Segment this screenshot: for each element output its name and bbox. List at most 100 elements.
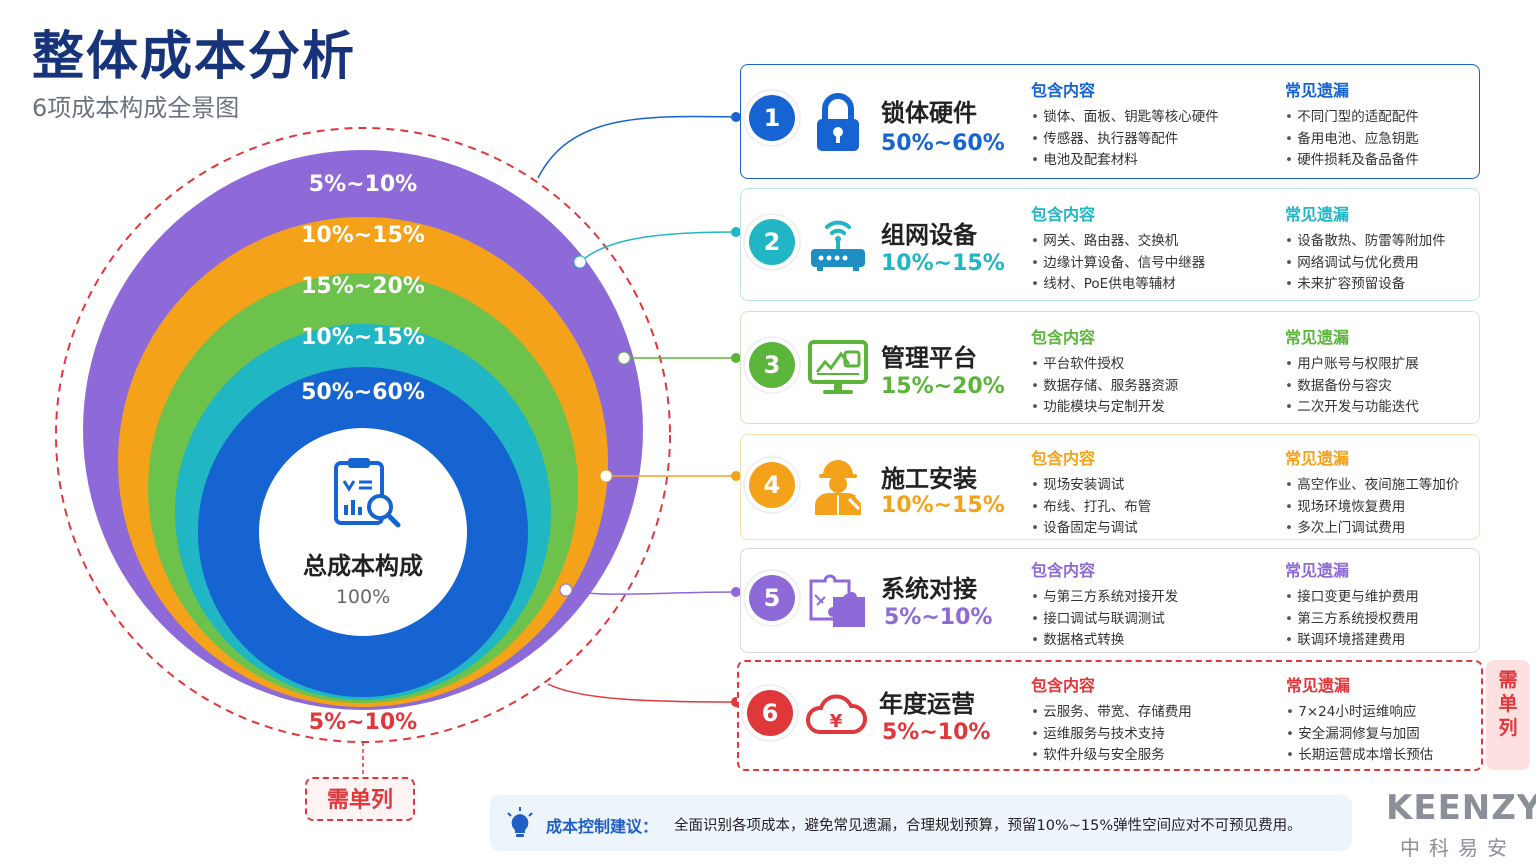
cost-card-1: 1 锁体硬件 50%~60% 包含内容 锁体、面板、钥匙等核心硬件 传感器、执行… [740,64,1480,179]
missed-title: 常见遗漏 [1286,676,1351,695]
missed-item: 二次开发与功能迭代 [1285,397,1419,419]
connector-dot-4 [731,471,741,481]
card-name: 管理平台 [881,344,977,372]
include-item: 线材、PoE供电等辅材 [1031,274,1205,296]
missed-title: 常见遗漏 [1285,205,1350,224]
cost-card-3: 3 管理平台 15%~20% 包含内容 平台软件授权 数据存储、服务器资源 功能… [740,311,1480,424]
include-item: 运维服务与技术支持 [1031,724,1192,746]
include-column: 包含内容 现场安装调试 布线、打孔、布管 设备固定与调试 [1031,445,1151,540]
connector-dot-2 [731,227,741,237]
missed-column: 常见遗漏 不同门型的适配配件 备用电池、应急钥匙 硬件损耗及备品备件 [1285,77,1419,172]
router-icon [811,220,865,271]
cost-card-5: 5 系统对接 5%~10% 包含内容 与第三方系统对接开发 接口调试与联调测试 … [740,548,1480,653]
cost-card-6: 6 ¥ 年度运营 5%~10% 包含内容 云服务、带宽、存储费用 运维服务与技术… [737,660,1483,771]
include-item: 平台软件授权 [1031,354,1178,376]
include-item: 现场安装调试 [1031,475,1151,497]
connector-node-4 [599,469,613,483]
separate-listing-side-tag: 需 单 列 [1486,660,1530,770]
center-disc [259,428,467,636]
missed-item: 设备散热、防雷等附加件 [1285,231,1446,253]
center-title: 总成本构成 [303,552,423,580]
side-tag-char: 单 [1498,693,1518,715]
center-value: 100% [335,586,391,608]
connector-dot-3 [731,353,741,363]
connector-2 [579,231,737,263]
missed-item: 不同门型的适配配件 [1285,107,1419,129]
missed-item: 数据备份与容灾 [1285,376,1419,398]
ring-label-5: 50%~60% [301,380,425,405]
missed-item: 多次上门调试费用 [1285,518,1459,540]
missed-item: 未来扩容预留设备 [1285,274,1446,296]
missed-item: 现场环境恢复费用 [1285,497,1459,519]
connector-node-5 [559,583,573,597]
card-percentage: 5%~10% [882,720,991,745]
missed-item: 网络调试与优化费用 [1285,253,1446,275]
side-tag-char: 列 [1498,717,1518,739]
include-item: 电池及配套材料 [1031,150,1219,172]
include-item: 网关、路由器、交换机 [1031,231,1205,253]
include-title: 包含内容 [1031,328,1096,347]
missed-item: 硬件损耗及备品备件 [1285,150,1419,172]
outer-ring-label: 5%~10% [308,710,418,735]
card-percentage: 50%~60% [881,131,1005,156]
connector-dot-5 [731,587,741,597]
include-column: 包含内容 锁体、面板、钥匙等核心硬件 传感器、执行器等配件 电池及配套材料 [1031,77,1219,172]
page-subtitle: 6项成本构成全景图 [32,94,240,122]
card-number-badge: 4 [749,462,795,508]
include-column: 包含内容 云服务、带宽、存储费用 运维服务与技术支持 软件升级与安全服务 [1031,672,1192,767]
clipboard-search-icon [334,458,401,528]
include-item: 布线、打孔、布管 [1031,497,1151,519]
side-tag-char: 需 [1498,669,1518,691]
brand-subtitle: 中科易安 [1400,836,1516,860]
cost-card-2: 2 组网设备 10%~15% 包含内容 网关、路由器、交换机 边缘计算设备、信号… [740,188,1480,301]
include-item: 软件升级与安全服务 [1031,745,1192,767]
ring-label-1: 5%~10% [308,172,418,197]
card-name: 组网设备 [881,221,977,249]
card-number-badge: 2 [749,219,795,265]
include-item: 边缘计算设备、信号中继器 [1031,253,1205,275]
worker-icon [815,460,866,515]
include-item: 设备固定与调试 [1031,518,1151,540]
include-title: 包含内容 [1031,205,1096,224]
separate-listing-tag: 需单列 [305,777,415,821]
include-item: 传感器、执行器等配件 [1031,129,1219,151]
include-item: 功能模块与定制开发 [1031,397,1178,419]
card-name: 锁体硬件 [881,99,977,127]
lightbulb-icon [507,807,533,837]
missed-title: 常见遗漏 [1285,449,1350,468]
include-title: 包含内容 [1031,676,1096,695]
connector-dot-1 [731,112,741,122]
connector-node-2 [573,255,587,269]
card-name: 系统对接 [881,575,977,603]
card-percentage: 5%~10% [884,605,993,630]
card-number-badge: 1 [749,95,795,141]
missed-item: 用户账号与权限扩展 [1285,354,1419,376]
include-column: 包含内容 平台软件授权 数据存储、服务器资源 功能模块与定制开发 [1031,324,1178,419]
page-title: 整体成本分析 [32,27,357,87]
connector-node-3 [617,351,631,365]
tip-text: 全面识别各项成本，避免常见遗漏，合理规划预算，预留10%~15%弹性空间应对不可… [674,818,1302,834]
cost-control-tip: 成本控制建议： 全面识别各项成本，避免常见遗漏，合理规划预算，预留10%~15%… [490,795,1352,851]
card-number-badge: 6 [747,690,793,736]
puzzle-icon [809,574,865,627]
tip-label: 成本控制建议： [546,817,659,836]
cost-card-4: 4 施工安装 10%~15% 包含内容 现场安装调试 布线、打孔、布管 设备固定… [740,434,1480,540]
include-item: 数据格式转换 [1031,630,1178,652]
brand-logo: KEENZY [1386,788,1536,828]
missed-column: 常见遗漏 接口变更与维护费用 第三方系统授权费用 联调环境搭建费用 [1285,557,1419,652]
card-percentage: 10%~15% [881,251,1005,276]
missed-item: 7×24小时运维响应 [1286,702,1433,724]
lock-icon [817,93,859,151]
missed-column: 常见遗漏 用户账号与权限扩展 数据备份与容灾 二次开发与功能迭代 [1285,324,1419,419]
missed-title: 常见遗漏 [1285,81,1350,100]
card-number-badge: 3 [749,342,795,388]
missed-item: 长期运营成本增长预估 [1286,745,1433,767]
missed-item: 接口变更与维护费用 [1285,587,1419,609]
missed-column: 常见遗漏 设备散热、防雷等附加件 网络调试与优化费用 未来扩容预留设备 [1285,201,1446,296]
include-item: 数据存储、服务器资源 [1031,376,1178,398]
cloud-yen-icon: ¥ [806,694,867,734]
include-item: 云服务、带宽、存储费用 [1031,702,1192,724]
include-title: 包含内容 [1031,561,1096,580]
include-item: 锁体、面板、钥匙等核心硬件 [1031,107,1219,129]
missed-column: 常见遗漏 7×24小时运维响应 安全漏洞修复与加固 长期运营成本增长预估 [1286,672,1433,767]
